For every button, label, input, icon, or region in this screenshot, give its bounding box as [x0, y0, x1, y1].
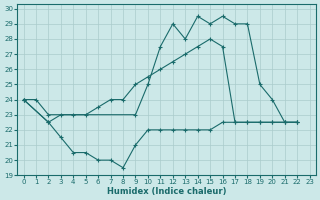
X-axis label: Humidex (Indice chaleur): Humidex (Indice chaleur)	[107, 187, 226, 196]
